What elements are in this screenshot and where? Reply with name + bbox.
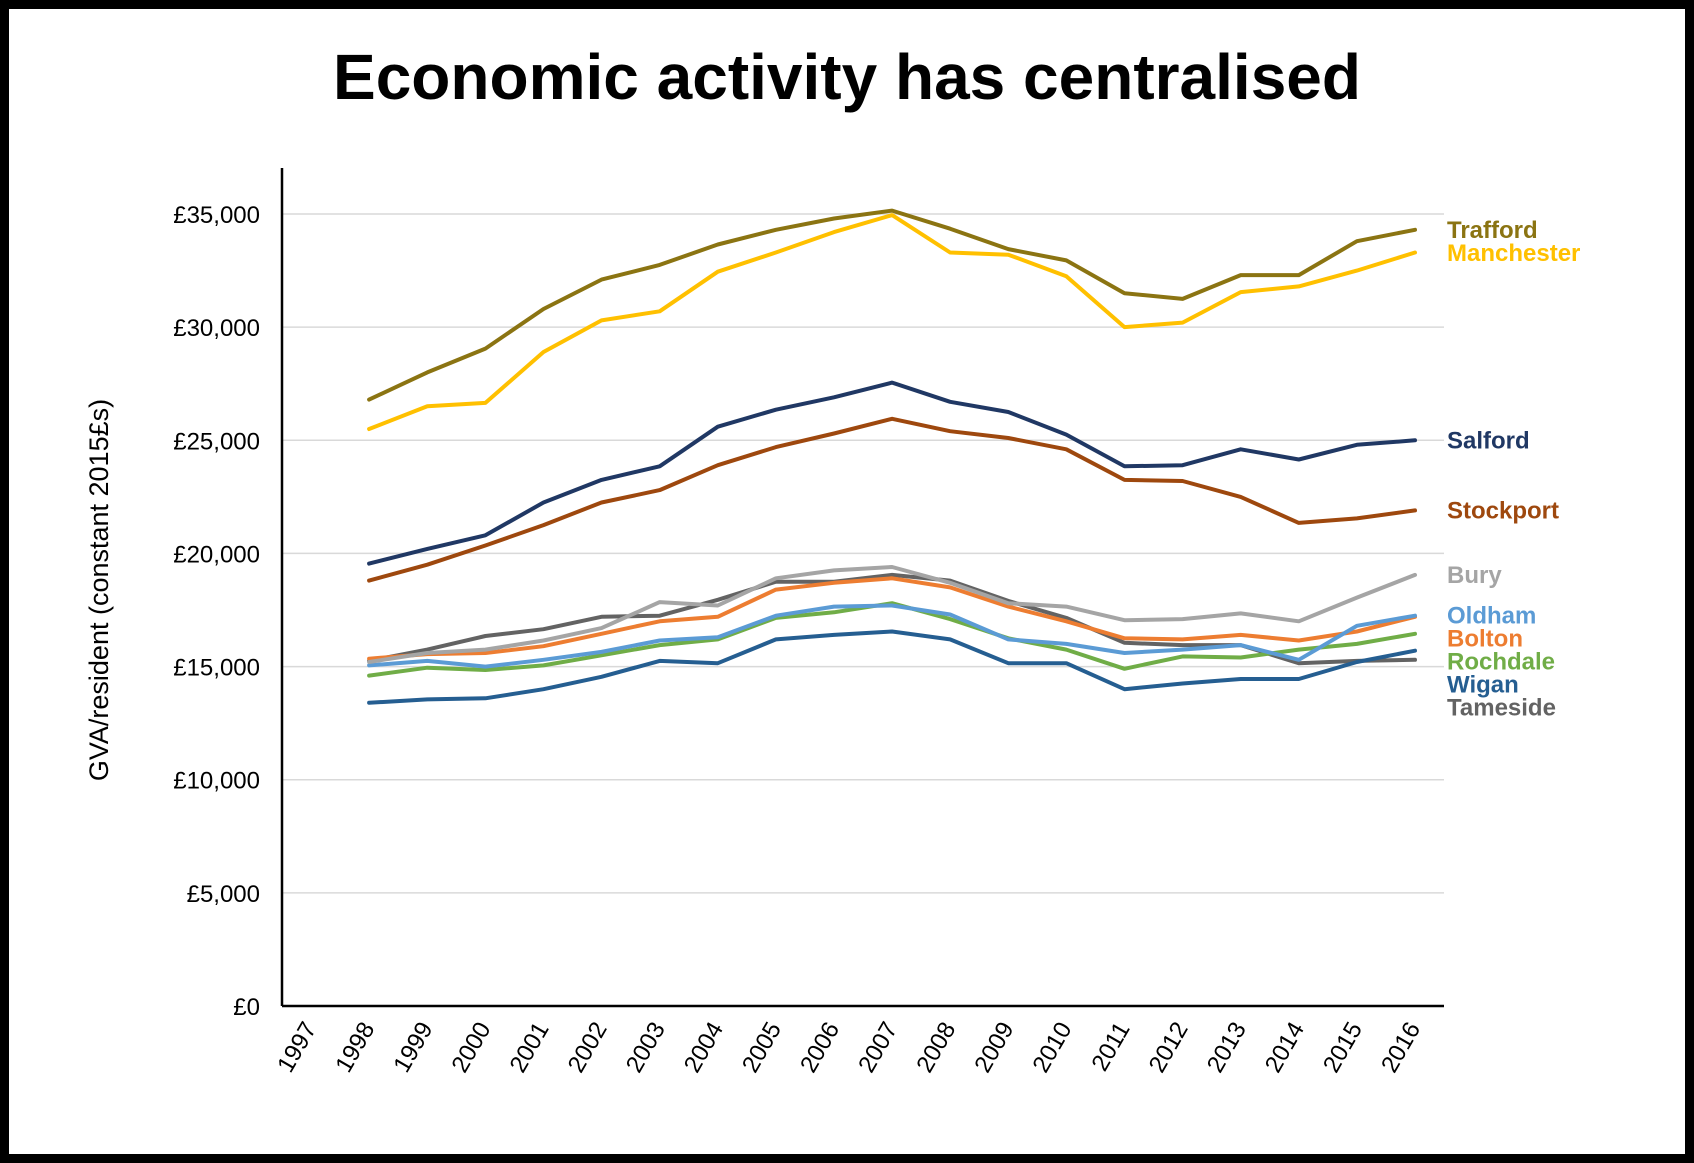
y-tick-labels: £0 £5,000 £10,000 £15,000 £20,000 £25,000 £30,… xyxy=(173,202,260,1021)
x-tick-label: 2000 xyxy=(446,1018,496,1078)
series-label-trafford: Trafford xyxy=(1447,217,1538,244)
series-line-oldham xyxy=(367,603,1417,669)
y-tick-label: £20,000 xyxy=(173,541,260,568)
x-tick-label: 2014 xyxy=(1260,1018,1310,1078)
y-tick-label: £25,000 xyxy=(173,428,260,455)
x-tick-label: 2010 xyxy=(1027,1018,1077,1078)
y-tick-label: £5,000 xyxy=(187,881,260,908)
x-tick-label: 2012 xyxy=(1144,1018,1194,1078)
y-tick-label: £0 xyxy=(233,994,260,1021)
series-label-bolton: Bolton xyxy=(1447,626,1523,653)
x-tick-label: 2004 xyxy=(679,1018,729,1078)
axes xyxy=(280,168,1444,1008)
chart-title: Economic activity has centralised xyxy=(333,41,1361,113)
series-lines xyxy=(367,208,1417,705)
series-label-oldham: Oldham xyxy=(1447,603,1536,630)
x-tick-label: 2002 xyxy=(563,1018,613,1078)
x-tick-label: 2013 xyxy=(1202,1018,1252,1078)
series-label-stockport: Stockport xyxy=(1447,497,1559,524)
x-tick-label: 2007 xyxy=(853,1018,903,1078)
x-tick-label: 2005 xyxy=(737,1018,787,1078)
y-tick-label: £30,000 xyxy=(173,315,260,342)
x-tick-label: 2016 xyxy=(1376,1018,1426,1078)
series-label-tameside: Tameside xyxy=(1447,695,1556,722)
series-line-bury xyxy=(367,565,1417,664)
series-label-wigan: Wigan xyxy=(1447,672,1519,699)
y-axis-title: GVA/resident (constant 2015£s) xyxy=(84,399,114,781)
x-tick-label: 2001 xyxy=(505,1018,555,1078)
x-tick-label: 1997 xyxy=(272,1018,322,1078)
x-tick-label: 2009 xyxy=(969,1018,1019,1078)
series-line-stockport xyxy=(367,416,1417,583)
series-label-manchester: Manchester xyxy=(1447,240,1580,267)
x-tick-labels: 1997 1998 1999 2000 2001 2002 2003 2004 2005 2006… xyxy=(272,1018,1426,1078)
x-tick-label: 2008 xyxy=(911,1018,961,1078)
x-tick-label: 2006 xyxy=(795,1018,845,1078)
x-tick-label: 1999 xyxy=(388,1018,438,1078)
series-line-manchester xyxy=(367,213,1417,431)
series-label-bury: Bury xyxy=(1447,562,1502,589)
series-label-rochdale: Rochdale xyxy=(1447,649,1555,676)
series-line-salford xyxy=(367,380,1417,566)
x-tick-label: 2003 xyxy=(621,1018,671,1078)
series-line-rochdale xyxy=(367,601,1417,678)
series-line-trafford xyxy=(367,208,1417,402)
x-tick-label: 1998 xyxy=(330,1018,380,1078)
x-tick-label: 2011 xyxy=(1086,1018,1135,1076)
series-line-bolton xyxy=(367,576,1417,661)
y-tick-label: £35,000 xyxy=(173,202,260,229)
y-tick-label: £15,000 xyxy=(173,655,260,682)
series-label-salford: Salford xyxy=(1447,427,1530,454)
y-tick-label: £10,000 xyxy=(173,768,260,795)
x-tick-label: 2015 xyxy=(1318,1018,1368,1078)
series-line-wigan xyxy=(367,629,1417,705)
